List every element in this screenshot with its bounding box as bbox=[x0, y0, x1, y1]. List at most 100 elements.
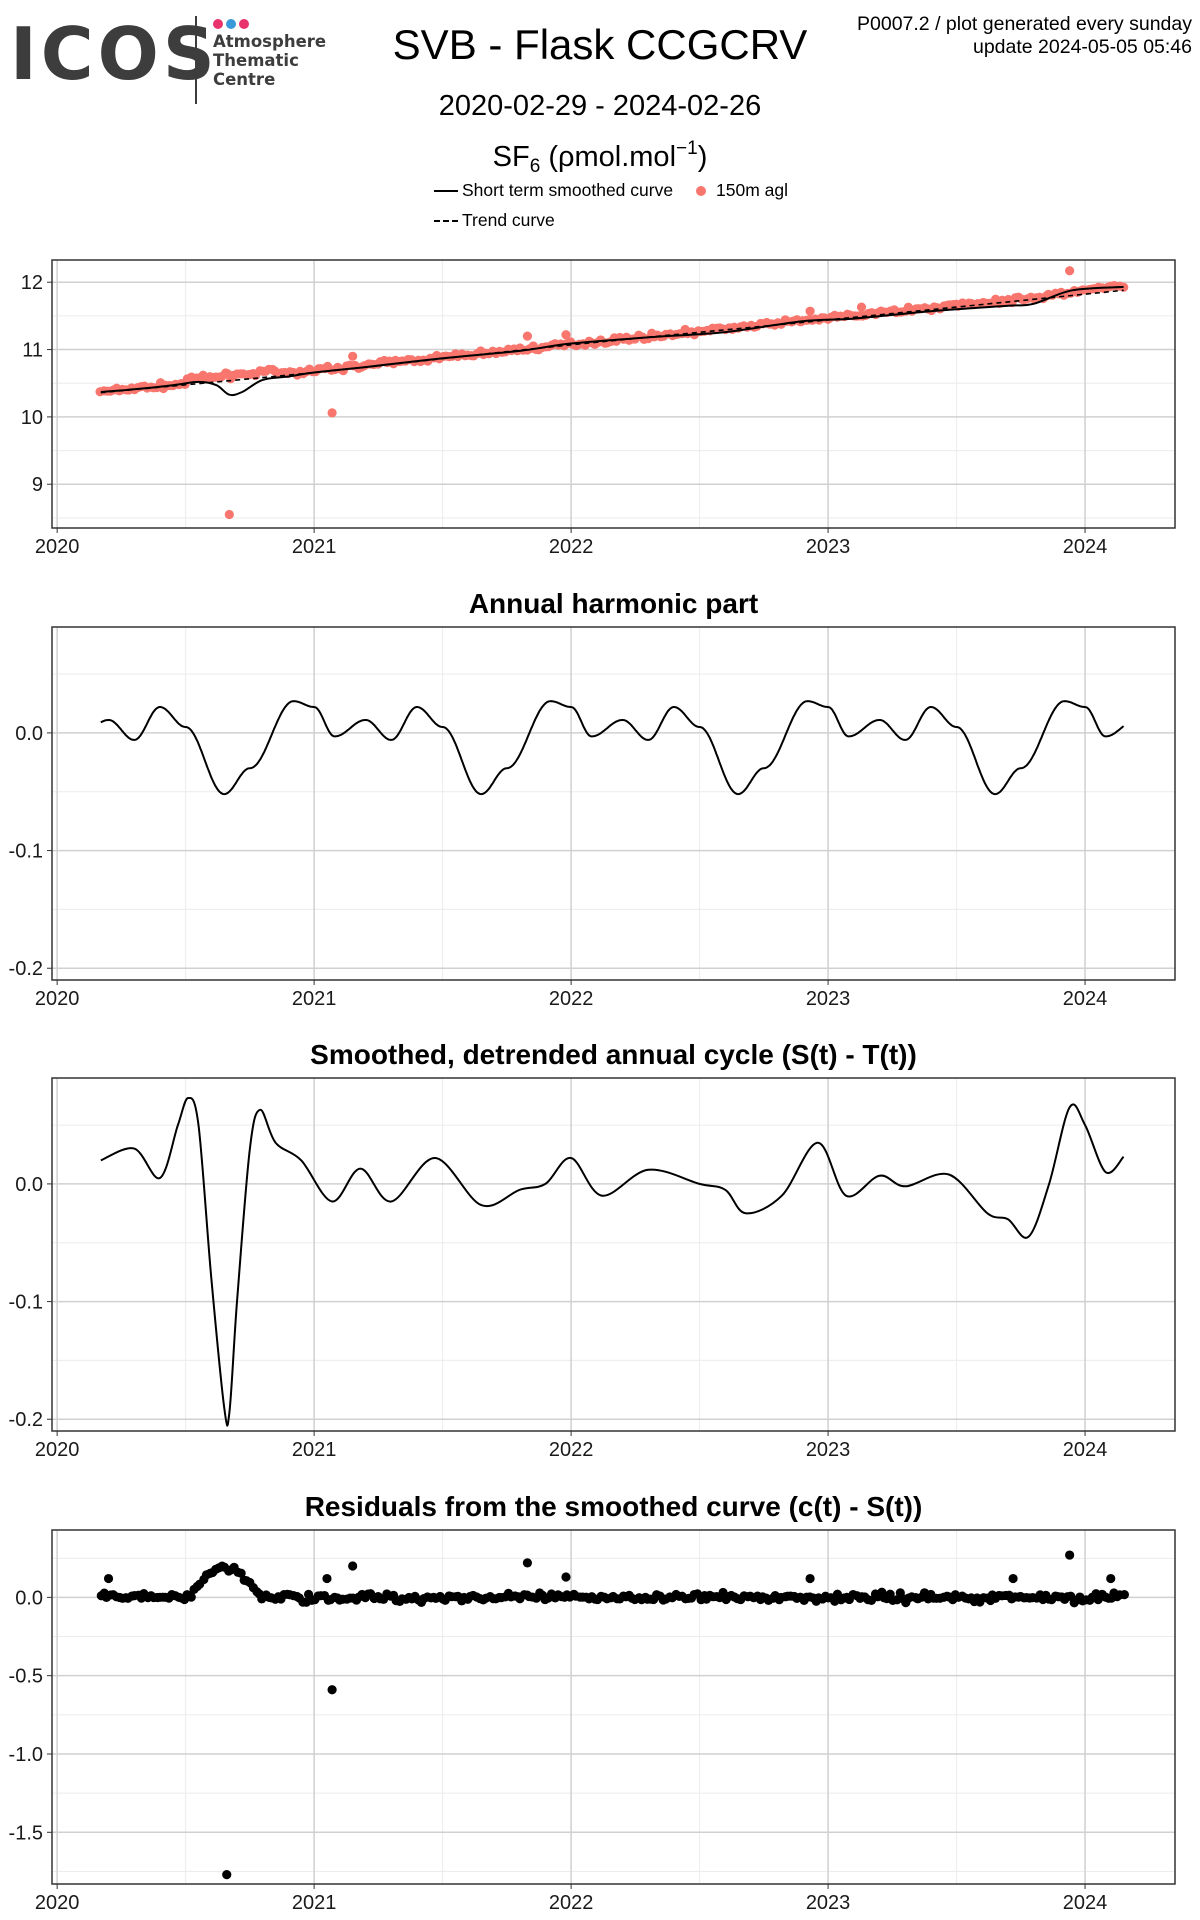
date-range: 2020-02-29 - 2024-02-26 bbox=[438, 90, 762, 122]
logo-subtitle: Atmosphere Thematic Centre bbox=[213, 32, 326, 89]
y-tick-label: 0.0 bbox=[15, 723, 43, 745]
legend-trend-label: Trend curve bbox=[462, 210, 555, 230]
logo-sub-line-2: Thematic bbox=[213, 51, 299, 70]
x-tick-label: 2023 bbox=[806, 1892, 851, 1914]
plot-area bbox=[100, 1096, 1125, 1427]
residual-point-outlier bbox=[322, 1573, 332, 1584]
residual-point bbox=[186, 1592, 196, 1602]
data-point-outlier bbox=[856, 302, 867, 312]
solid-line-icon bbox=[434, 190, 458, 193]
panel-title: Annual harmonic part bbox=[469, 588, 758, 619]
x-tick-label: 2024 bbox=[1063, 536, 1108, 558]
meta-line-1: P0007.2 / plot generated every sunday bbox=[857, 13, 1192, 35]
plot-area bbox=[96, 1550, 1129, 1880]
logo-separator bbox=[195, 16, 197, 104]
panel-border bbox=[51, 1529, 1176, 1885]
residual-point-outlier bbox=[327, 1685, 337, 1695]
species-subscript: 6 bbox=[529, 156, 541, 177]
y-tick-label: -0.1 bbox=[9, 841, 43, 863]
residual-point-outlier bbox=[1065, 1550, 1075, 1560]
legend-points: 150m agl bbox=[696, 180, 788, 201]
harmonic-line bbox=[100, 700, 1125, 796]
icos-logo: ICOS bbox=[10, 12, 219, 96]
data-point-outlier bbox=[348, 351, 358, 361]
plot-header: ICOS Atmosphere Thematic Centre SVB - Fl… bbox=[0, 0, 1200, 240]
legend-smoothed-label: Short term smoothed curve bbox=[462, 180, 674, 200]
plot-area bbox=[95, 266, 1129, 520]
y-tick-label: 11 bbox=[22, 340, 43, 362]
plot-area bbox=[100, 700, 1125, 796]
species-unit: SF6 (ρmol.mol−1) bbox=[300, 138, 900, 178]
residual-point-outlier bbox=[1008, 1573, 1018, 1584]
residual-point-outlier bbox=[805, 1573, 815, 1584]
point-marker-icon bbox=[696, 186, 706, 197]
logo-dot-2 bbox=[226, 19, 236, 29]
x-tick-label: 2024 bbox=[1063, 1439, 1108, 1461]
legend-points-label: 150m agl bbox=[716, 180, 788, 200]
data-point-outlier bbox=[1065, 266, 1075, 276]
y-tick-label: 0.0 bbox=[15, 1587, 43, 1609]
x-tick-label: 2023 bbox=[806, 536, 851, 558]
x-tick-label: 2021 bbox=[292, 1892, 337, 1914]
y-tick-label: -0.1 bbox=[9, 1292, 43, 1314]
plot-title: SVB - Flask CCGCRV bbox=[392, 21, 808, 68]
plot-background bbox=[52, 1078, 1175, 1431]
y-tick-label: 10 bbox=[21, 407, 43, 429]
plot-background bbox=[52, 627, 1175, 980]
data-point bbox=[1119, 282, 1129, 292]
plot-meta: P0007.2 / plot generated every sunday up… bbox=[857, 13, 1192, 59]
residual-point-outlier bbox=[522, 1558, 533, 1568]
x-tick-label: 2023 bbox=[806, 1439, 851, 1461]
legend-smoothed: Short term smoothed curve bbox=[434, 180, 673, 201]
data-point-outlier bbox=[805, 306, 815, 316]
x-tick-label: 2024 bbox=[1063, 988, 1108, 1010]
x-tick-label: 2022 bbox=[549, 536, 594, 558]
y-tick-label: -1.5 bbox=[9, 1822, 43, 1844]
x-tick-label: 2021 bbox=[292, 1439, 337, 1461]
chart-panel-3: 2020 2021 2022 2023 2024 0.0 -0.1 -0.2 Smoothed,… bbox=[9, 1039, 1176, 1461]
x-tick-label: 2020 bbox=[35, 1892, 80, 1914]
plot-background bbox=[52, 1530, 1175, 1884]
dashed-line-icon bbox=[434, 220, 458, 223]
y-tick-label: 9 bbox=[32, 474, 43, 496]
panel-border bbox=[51, 1077, 1176, 1432]
logo-dot-3 bbox=[239, 19, 249, 29]
residual-point-outlier bbox=[222, 1870, 232, 1880]
chart-panel-2: 2020 2021 2022 2023 2024 0.0 -0.1 -0.2 Annual ha… bbox=[9, 588, 1176, 1010]
residual-point-outlier bbox=[103, 1573, 114, 1584]
y-tick-label: 12 bbox=[21, 272, 43, 294]
y-tick-label: -0.2 bbox=[9, 1409, 43, 1431]
trend-line bbox=[100, 289, 1124, 394]
x-tick-label: 2020 bbox=[35, 988, 80, 1010]
species-name: SF bbox=[492, 141, 530, 173]
residual-point-outlier bbox=[1106, 1573, 1116, 1584]
unit-superscript: −1 bbox=[676, 138, 698, 159]
unit-open: (ρmol.mol bbox=[540, 141, 677, 173]
y-tick-label: -0.2 bbox=[9, 958, 43, 980]
x-tick-label: 2024 bbox=[1063, 1892, 1108, 1914]
data-point-outlier bbox=[327, 408, 337, 418]
logo-dots-icon bbox=[213, 16, 252, 34]
chart-panel-4: 2020 2021 2022 2023 2024 0.0 -0.5 -1.0 -1.5 Resid… bbox=[9, 1491, 1176, 1914]
x-tick-label: 2022 bbox=[549, 988, 594, 1010]
y-tick-label: -1.0 bbox=[9, 1744, 43, 1766]
chart-panel-1: 2020 2021 2022 2023 2024 9 10 11 12 bbox=[21, 259, 1176, 558]
data-point-outlier bbox=[522, 331, 533, 341]
smoothed-line bbox=[100, 285, 1124, 397]
logo-sub-line-1: Atmosphere bbox=[213, 32, 327, 51]
y-tick-label: 0.0 bbox=[15, 1174, 43, 1196]
residual-point-outlier bbox=[561, 1572, 571, 1582]
x-tick-label: 2020 bbox=[35, 536, 80, 558]
residual-point bbox=[236, 1568, 246, 1578]
x-tick-label: 2023 bbox=[806, 988, 851, 1010]
residual-point-outlier bbox=[348, 1561, 358, 1571]
legend-trend: Trend curve bbox=[434, 210, 555, 231]
meta-line-2: update 2024-05-05 05:46 bbox=[972, 36, 1192, 58]
y-tick-label: -0.5 bbox=[9, 1666, 43, 1688]
logo-dot-1 bbox=[213, 19, 223, 29]
x-tick-label: 2022 bbox=[549, 1439, 594, 1461]
panel-border bbox=[51, 626, 1176, 981]
x-tick-label: 2020 bbox=[35, 1439, 80, 1461]
x-tick-label: 2022 bbox=[549, 1892, 594, 1914]
data-point-outlier bbox=[224, 509, 234, 520]
